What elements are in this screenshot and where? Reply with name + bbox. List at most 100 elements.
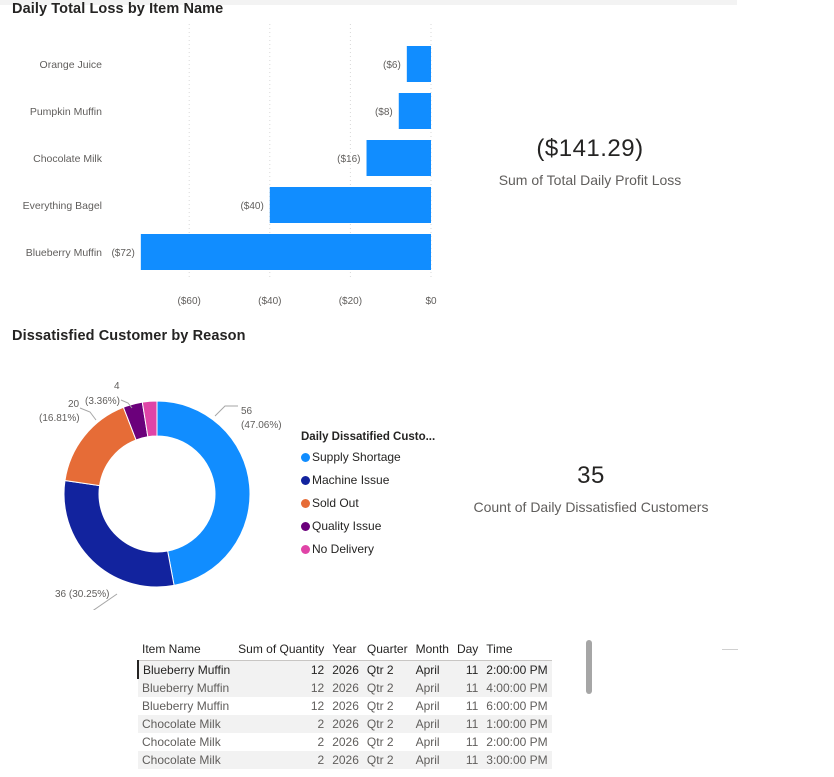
- cell-quantity: 2: [234, 715, 329, 733]
- cell-month: April: [411, 715, 453, 733]
- cell-item-name: Chocolate Milk: [138, 751, 235, 769]
- cell-day: 11: [452, 660, 483, 679]
- bar[interactable]: [269, 187, 431, 223]
- soldout-pct-label: (16.81%): [39, 413, 80, 424]
- count-card-value: 35: [577, 462, 605, 489]
- top-border: [0, 0, 737, 5]
- quality-value-label: 4: [114, 381, 120, 392]
- legend-item-no-delivery[interactable]: No Delivery: [301, 541, 401, 557]
- soldout-leader-line: [79, 407, 97, 421]
- cell-year: 2026: [328, 660, 363, 679]
- cell-time: 3:00:00 PM: [482, 751, 552, 769]
- cell-quarter: Qtr 2: [362, 679, 412, 697]
- cell-day: 11: [452, 715, 483, 733]
- column-header-day[interactable]: Day: [452, 638, 483, 661]
- soldout-value-label: 20: [68, 399, 80, 410]
- donut-slice-supply-shortage[interactable]: [156, 400, 251, 587]
- bar[interactable]: [406, 46, 431, 82]
- machine-label: 36 (30.25%): [55, 589, 109, 600]
- bar-data-label: ($72): [111, 248, 134, 259]
- cell-item-name: Blueberry Muffin: [138, 679, 235, 697]
- cell-month: April: [415, 735, 440, 749]
- cell-year: 2026: [328, 751, 363, 769]
- legend-dot-icon: [301, 452, 310, 462]
- legend-item-sold-out[interactable]: Sold Out: [301, 495, 401, 511]
- cell-month: April: [415, 699, 440, 713]
- cell-time: 1:00:00 PM: [482, 715, 552, 733]
- bar-data-label: ($8): [375, 107, 393, 118]
- cell-item-name: Blueberry Muffin: [136, 660, 235, 679]
- bar-data-label: ($40): [240, 201, 263, 212]
- y-category-label: Orange Juice: [40, 59, 103, 71]
- legend-label: Supply Shortage: [312, 450, 401, 464]
- donut-slice-no-delivery[interactable]: [141, 400, 158, 438]
- cell-quantity: 2: [317, 735, 325, 749]
- table-row[interactable]: Blueberry Muffin 12 2026 Qtr 2 April 11 …: [138, 697, 552, 715]
- bar[interactable]: [366, 140, 431, 176]
- table-row[interactable]: Chocolate Milk 2 2026 Qtr 2 April 11 3:0…: [138, 751, 552, 769]
- cell-quantity: 12: [234, 660, 329, 679]
- donut-chart[interactable]: 56 (47.06%) 36 (30.25%) 20 (16.81%) 4 (3…: [0, 370, 290, 610]
- cell-month: April: [411, 660, 453, 679]
- cell-item-name: Chocolate Milk: [142, 735, 221, 749]
- legend-item-quality-issue[interactable]: Quality Issue: [301, 518, 401, 534]
- legend-dot-icon: [301, 498, 310, 508]
- cell-year: 2026: [332, 699, 359, 713]
- table-row[interactable]: Blueberry Muffin 12 2026 Qtr 2 April 11 …: [138, 679, 552, 697]
- y-category-label: Pumpkin Muffin: [30, 106, 102, 118]
- legend-dot-icon: [301, 544, 310, 554]
- bar[interactable]: [140, 234, 431, 270]
- cell-day: 11: [465, 699, 479, 713]
- x-tick-label: ($60): [178, 296, 201, 307]
- cell-time: 4:00:00 PM: [482, 679, 552, 697]
- data-table: Item Name Sum of Quantity Year Quarter M…: [136, 638, 552, 769]
- cell-month: April: [411, 751, 453, 769]
- column-header-time[interactable]: Time: [482, 638, 552, 661]
- loss-card-label: Sum of Total Daily Profit Loss: [498, 172, 682, 188]
- column-header-year[interactable]: Year: [328, 638, 363, 661]
- y-category-label: Everything Bagel: [23, 200, 102, 212]
- column-header-quarter[interactable]: Quarter: [362, 638, 412, 661]
- legend-dot-icon: [301, 521, 310, 531]
- bar-data-label: ($16): [337, 154, 360, 165]
- bar[interactable]: [398, 93, 431, 129]
- cell-quarter: Qtr 2: [362, 751, 412, 769]
- donut-legend-title: Daily Dissatified Custo...: [301, 431, 436, 443]
- x-tick-label: ($20): [339, 296, 362, 307]
- legend-dot-icon: [301, 475, 310, 485]
- donut-slice-machine-issue[interactable]: [63, 479, 175, 588]
- supply-leader-line: [214, 405, 238, 417]
- cell-quantity: 2: [234, 751, 329, 769]
- table-scrollbar[interactable]: [586, 640, 592, 694]
- cell-time: 2:00:00 PM: [482, 660, 552, 679]
- supply-value-label: 56: [241, 406, 253, 417]
- cell-item-name: Blueberry Muffin: [142, 699, 230, 713]
- cell-year: 2026: [328, 679, 363, 697]
- cell-time: 2:00:00 PM: [486, 735, 548, 749]
- table-row[interactable]: Chocolate Milk 2 2026 Qtr 2 April 11 2:0…: [138, 733, 552, 751]
- legend-label: Quality Issue: [312, 519, 382, 533]
- bar-chart-title: Daily Total Loss by Item Name: [12, 1, 224, 17]
- donut-legend: Supply Shortage Machine Issue Sold Out Q…: [301, 449, 401, 557]
- legend-item-machine-issue[interactable]: Machine Issue: [301, 472, 401, 488]
- column-header-month[interactable]: Month: [411, 638, 453, 661]
- cell-year: 2026: [332, 735, 359, 749]
- quality-pct-label: (3.36%): [85, 396, 120, 407]
- legend-item-supply-shortage[interactable]: Supply Shortage: [301, 449, 401, 465]
- cell-quarter: Qtr 2: [366, 699, 394, 713]
- count-card-label: Count of Daily Dissatisfied Customers: [473, 499, 709, 515]
- bar-data-label: ($6): [383, 60, 401, 71]
- legend-label: Machine Issue: [312, 473, 390, 487]
- loss-card-value: ($141.29): [536, 135, 644, 162]
- table-row[interactable]: Chocolate Milk 2 2026 Qtr 2 April 11 1:0…: [138, 715, 552, 733]
- column-header-sum-of-quantity[interactable]: Sum of Quantity: [234, 638, 329, 661]
- x-tick-label: $0: [425, 296, 437, 307]
- machine-leader-line: [92, 593, 118, 610]
- column-header-item-name[interactable]: Item Name: [138, 638, 235, 661]
- cell-quantity: 12: [310, 699, 325, 713]
- bar-chart[interactable]: ($60) ($40) ($20) $0 Orange Juice ($6) Pumpkin…: [0, 20, 460, 320]
- cell-time: 6:00:00 PM: [486, 699, 548, 713]
- table-row[interactable]: Blueberry Muffin 12 2026 Qtr 2 April 11 …: [136, 660, 552, 679]
- supply-pct-label: (47.06%): [241, 420, 282, 431]
- y-category-label: Blueberry Muffin: [26, 247, 102, 259]
